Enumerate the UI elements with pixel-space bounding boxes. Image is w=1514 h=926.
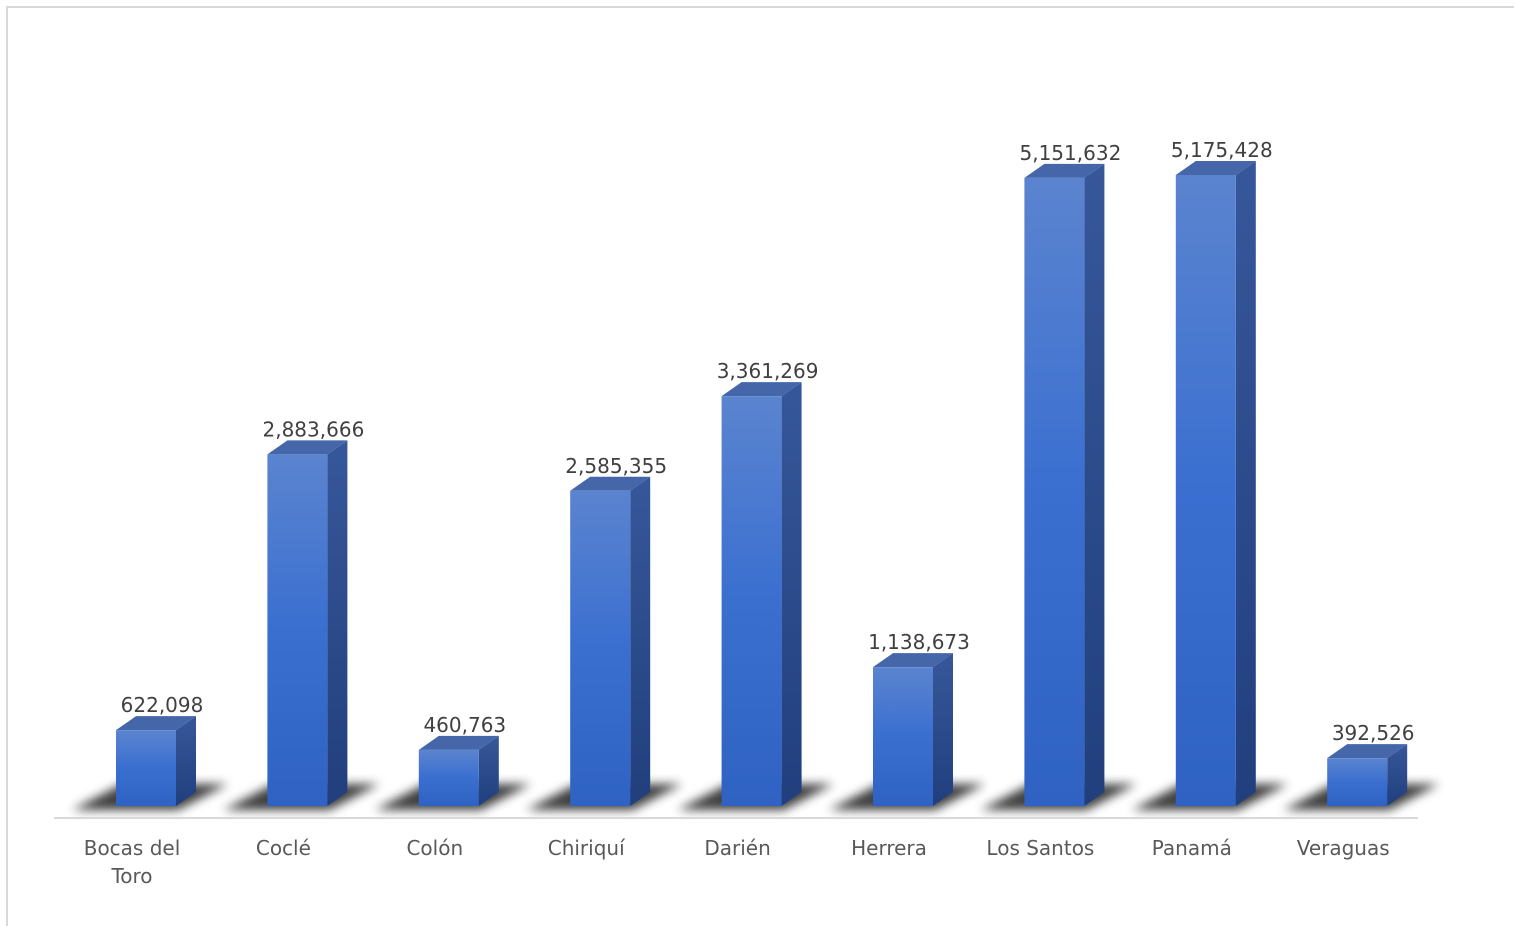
bar-top-face <box>116 716 196 731</box>
bar-front-face <box>1327 758 1388 806</box>
tick-label: Colón <box>406 836 463 860</box>
data-label: 2,585,355 <box>565 454 667 478</box>
tick-label: Coclé <box>256 836 311 860</box>
tick-label: Los Santos <box>986 836 1094 860</box>
bar-side-face <box>1084 163 1105 807</box>
bar <box>267 440 348 806</box>
data-label: 5,175,428 <box>1171 138 1273 162</box>
bar <box>721 382 802 806</box>
data-label: 5,151,632 <box>1020 141 1122 165</box>
data-label: 2,883,666 <box>263 417 365 441</box>
bar-top-face <box>721 382 802 397</box>
data-label: 1,138,673 <box>868 630 970 654</box>
data-label: 392,526 <box>1332 721 1415 745</box>
tick-label: Chiriquí <box>548 836 626 860</box>
bar-side-face <box>1235 160 1256 806</box>
bar-top-face <box>873 653 953 668</box>
bar <box>1024 163 1105 807</box>
bar-front-face <box>1175 174 1236 806</box>
chart-frame <box>6 6 1514 926</box>
bar-side-face <box>933 653 953 806</box>
data-label: 460,763 <box>423 713 506 737</box>
bar-top-face <box>1024 163 1105 178</box>
data-label: 622,098 <box>121 693 204 717</box>
bar-front-face <box>721 396 782 806</box>
bar-front-face <box>570 490 631 806</box>
bar-side-face <box>1387 744 1408 806</box>
bar-side-face <box>478 735 499 806</box>
bar-top-face <box>570 476 651 491</box>
data-label: 3,361,269 <box>717 359 819 383</box>
bar-side-face <box>630 476 651 806</box>
bar-front-face <box>1024 177 1085 807</box>
bar-front-face <box>116 730 176 806</box>
tick-label: Veraguas <box>1297 836 1390 860</box>
bar-front-face <box>267 454 328 806</box>
bar-side-face <box>781 382 802 806</box>
bar-top-face <box>267 440 348 455</box>
labels-layer: 622,098 Bocas del Toro 2,883,666 Coclé 460,76… <box>84 138 1415 888</box>
tick-label: Darién <box>704 836 770 860</box>
bar-top-face <box>1175 160 1256 175</box>
bar-top-face <box>1327 744 1408 759</box>
bar-top-face <box>418 735 499 750</box>
bar <box>418 735 499 806</box>
bar-side-face <box>176 716 196 806</box>
bar <box>1327 744 1408 806</box>
tick-label: Herrera <box>851 836 927 860</box>
bar-side-face <box>327 440 348 806</box>
bar-front-face <box>873 667 933 806</box>
bars-layer <box>116 160 1408 807</box>
tick-label: Bocas del Toro <box>84 836 181 888</box>
bar <box>116 716 196 806</box>
tick-label: Panamá <box>1152 836 1232 860</box>
bar-front-face <box>418 749 479 806</box>
bar <box>873 653 953 806</box>
bar <box>570 476 651 806</box>
bar <box>1175 160 1256 806</box>
